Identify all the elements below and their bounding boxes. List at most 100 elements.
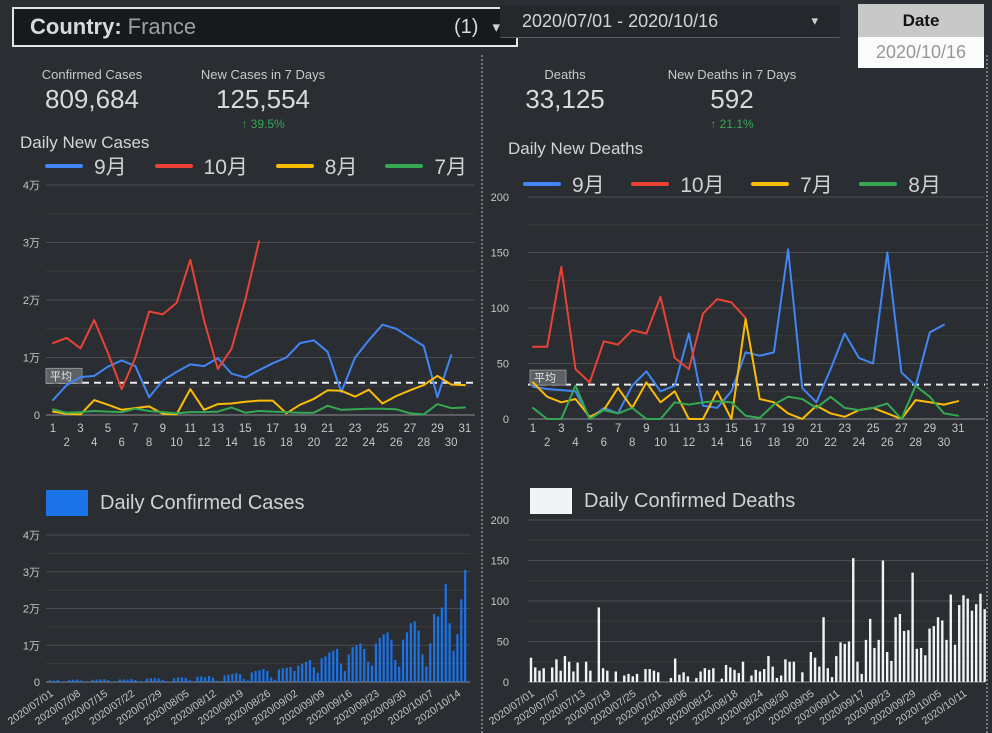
legend-label: Daily Confirmed Deaths: [584, 489, 796, 512]
svg-text:3: 3: [77, 423, 83, 435]
svg-text:20: 20: [796, 437, 809, 449]
daily-new-deaths-legend: 9月 10月 7月 8月: [523, 170, 941, 197]
svg-text:30: 30: [938, 437, 951, 449]
daily-new-cases-title: Daily New Cases: [20, 133, 150, 152]
svg-text:0: 0: [503, 677, 509, 689]
chevron-down-icon[interactable]: ▾: [492, 19, 500, 36]
svg-text:3万: 3万: [23, 238, 40, 250]
svg-text:12: 12: [682, 437, 695, 449]
svg-text:100: 100: [491, 596, 509, 608]
svg-text:22: 22: [335, 437, 348, 449]
svg-text:19: 19: [782, 423, 795, 435]
stat-new-cases-7d: New Cases in 7 Days 125,554 ↑ 39.5%: [188, 67, 338, 131]
svg-text:1万: 1万: [23, 640, 40, 652]
svg-text:150: 150: [491, 556, 509, 568]
chevron-down-icon[interactable]: ▾: [811, 13, 818, 28]
svg-text:150: 150: [491, 248, 509, 260]
svg-text:24: 24: [362, 437, 375, 449]
svg-text:26: 26: [881, 437, 894, 449]
svg-text:1: 1: [50, 423, 56, 435]
daily-new-cases-legend: 9月 10月 8月 7月: [45, 152, 467, 179]
svg-text:25: 25: [867, 423, 880, 435]
legend-label: 7月: [800, 173, 833, 197]
country-filter-dropdown[interactable]: Country: France (1) ▾: [12, 7, 518, 47]
svg-text:31: 31: [952, 423, 965, 435]
legend-line-swatch: [45, 163, 83, 168]
legend-item: 10月: [154, 151, 248, 181]
stat-deaths: Deaths 33,125: [510, 67, 620, 114]
svg-text:50: 50: [497, 637, 509, 649]
stat-label: Deaths: [544, 67, 586, 82]
stat-change-up: ↑ 21.1%: [710, 117, 754, 131]
daily-confirmed-cases-chart: 4万3万2万1万02020/07/012020/07/082020/07/152…: [6, 530, 470, 728]
legend-item: 8月: [859, 169, 941, 199]
legend-label: 10月: [203, 155, 248, 179]
svg-text:1万: 1万: [23, 353, 40, 365]
stat-label: Confirmed Cases: [41, 67, 143, 82]
svg-text:20: 20: [307, 437, 320, 449]
svg-text:15: 15: [239, 423, 252, 435]
legend-label: 8月: [908, 173, 941, 197]
svg-text:4万: 4万: [23, 180, 40, 192]
right-divider: [986, 55, 988, 733]
svg-text:4万: 4万: [23, 530, 40, 542]
svg-text:27: 27: [404, 423, 417, 435]
stat-confirmed-cases: Confirmed Cases 809,684: [28, 67, 156, 114]
date-range-dropdown[interactable]: 2020/07/01 - 2020/10/16 ▾: [500, 5, 840, 38]
svg-text:50: 50: [497, 359, 509, 371]
legend-label: Daily Confirmed Cases: [100, 491, 305, 514]
svg-text:7: 7: [132, 423, 138, 435]
svg-text:2: 2: [544, 437, 550, 449]
svg-text:11: 11: [669, 423, 681, 435]
legend-item: 10月: [631, 169, 725, 199]
svg-text:2: 2: [64, 437, 70, 449]
svg-text:8: 8: [146, 437, 152, 449]
country-filter-value: France: [127, 14, 197, 39]
legend-item: 7月: [751, 169, 833, 199]
svg-text:28: 28: [909, 437, 922, 449]
daily-new-deaths-title: Daily New Deaths: [508, 139, 644, 158]
svg-text:22: 22: [824, 437, 837, 449]
legend-line-swatch: [859, 181, 898, 186]
svg-text:14: 14: [711, 437, 724, 449]
legend-item: 8月: [275, 151, 358, 181]
legend-item: 9月: [523, 169, 605, 199]
stat-value: 592: [710, 84, 754, 114]
svg-text:5: 5: [586, 423, 592, 435]
svg-text:7: 7: [615, 423, 621, 435]
svg-text:19: 19: [294, 423, 307, 435]
svg-text:4: 4: [572, 437, 579, 449]
svg-text:18: 18: [280, 437, 293, 449]
legend-label: 9月: [94, 155, 127, 179]
country-filter-label: Country: [30, 14, 115, 39]
stat-value: 125,554: [216, 84, 310, 114]
country-filter-separator: :: [114, 14, 122, 39]
svg-text:31: 31: [459, 423, 472, 435]
svg-text:28: 28: [417, 437, 430, 449]
legend-line-swatch: [275, 163, 314, 168]
svg-text:5: 5: [105, 423, 111, 435]
svg-text:4: 4: [91, 437, 98, 449]
stat-new-deaths-7d: New Deaths in 7 Days 592 ↑ 21.1%: [648, 67, 816, 131]
svg-text:13: 13: [211, 423, 224, 435]
legend-line-swatch: [385, 163, 424, 168]
svg-text:0: 0: [34, 677, 40, 689]
legend-bar-swatch: [46, 490, 88, 516]
svg-text:25: 25: [376, 423, 389, 435]
svg-text:17: 17: [266, 423, 279, 435]
daily-confirmed-deaths-chart: 2001501005002020/07/012020/07/072020/07/…: [487, 515, 986, 728]
legend-line-swatch: [751, 181, 790, 186]
svg-text:18: 18: [767, 437, 780, 449]
svg-text:6: 6: [118, 437, 124, 449]
center-divider: [481, 55, 483, 733]
svg-text:29: 29: [923, 423, 936, 435]
svg-text:23: 23: [838, 423, 851, 435]
svg-text:8: 8: [629, 437, 635, 449]
svg-text:16: 16: [253, 437, 266, 449]
legend-label: 10月: [680, 173, 725, 197]
svg-text:11: 11: [184, 423, 196, 435]
svg-text:15: 15: [725, 423, 738, 435]
svg-text:29: 29: [431, 423, 444, 435]
legend-label: 8月: [324, 155, 358, 179]
